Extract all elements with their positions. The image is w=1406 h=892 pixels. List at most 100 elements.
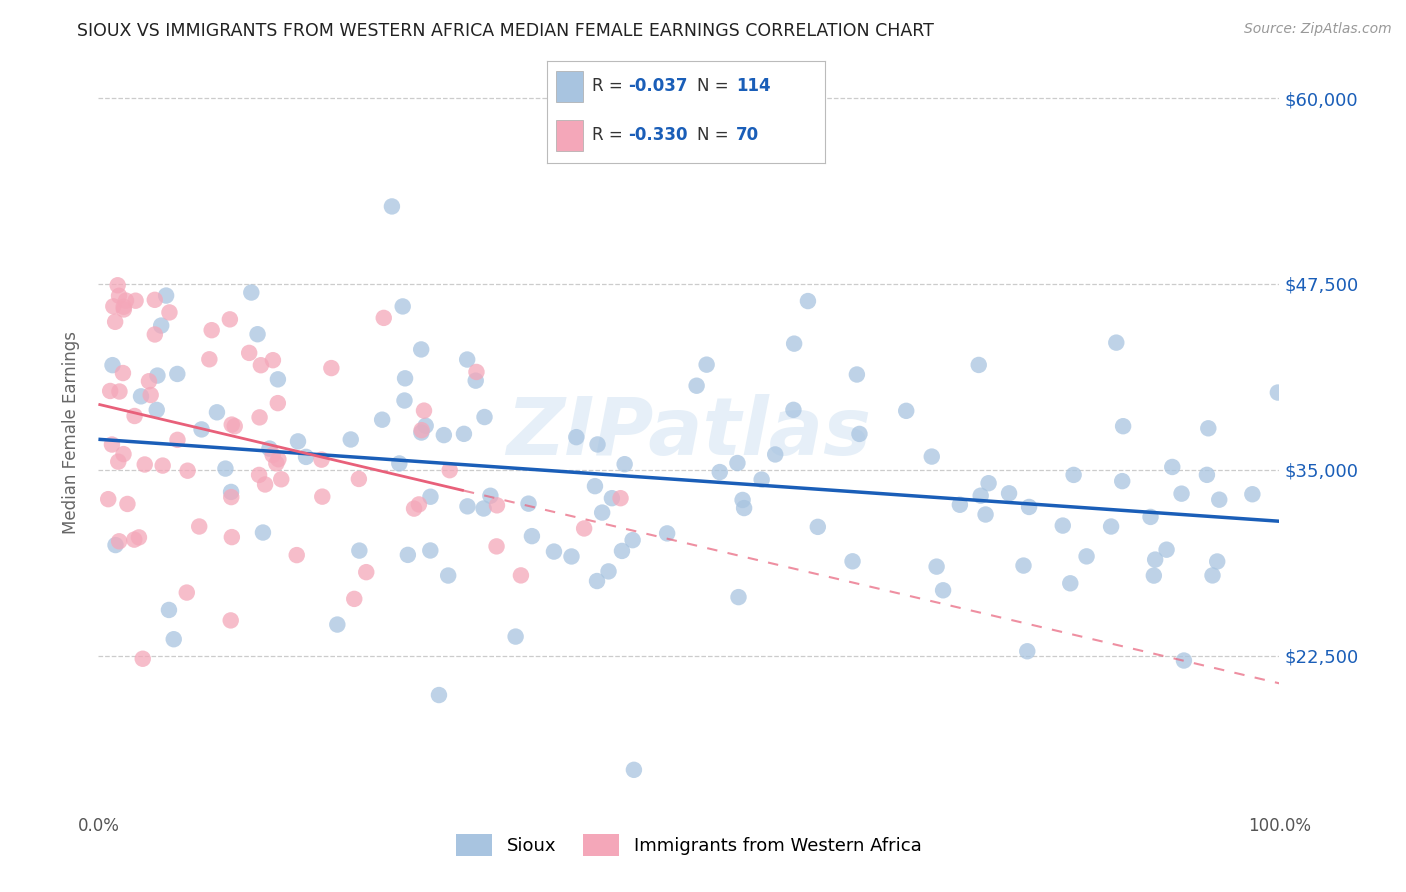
Point [419,490,441,504]
Point [150,318,173,333]
Point [520,529,543,543]
Point [921,450,943,464]
Point [107,455,129,469]
Point [600,491,623,506]
Point [623,763,645,777]
Point [221,417,243,432]
Point [572,521,595,535]
Point [751,473,773,487]
Point [1076,549,1098,564]
Point [517,497,540,511]
Point [143,293,166,307]
Point [411,423,433,437]
Point [163,632,186,647]
Point [343,591,366,606]
Point [267,396,290,410]
Point [388,457,411,471]
Point [112,302,135,317]
Point [394,371,416,385]
Point [270,472,292,486]
Point [394,393,416,408]
Point [731,492,754,507]
Point [1156,542,1178,557]
Point [349,543,371,558]
Point [254,477,277,491]
Text: SIOUX VS IMMIGRANTS FROM WESTERN AFRICA MEDIAN FEMALE EARNINGS CORRELATION CHART: SIOUX VS IMMIGRANTS FROM WESTERN AFRICA … [77,22,934,40]
Point [807,520,830,534]
Point [560,549,582,564]
Point [262,448,284,462]
Point [219,614,242,628]
Point [1052,518,1074,533]
Point [250,358,273,372]
Point [146,368,169,383]
Point [609,491,631,506]
Point [166,433,188,447]
Point [122,533,145,547]
Point [152,458,174,473]
Point [783,336,806,351]
Point [139,388,162,402]
Point [974,508,997,522]
Point [733,501,755,516]
Point [411,343,433,357]
Point [108,289,131,303]
Point [402,501,425,516]
Point [246,327,269,342]
Point [238,346,260,360]
Point [841,554,863,568]
Point [1063,467,1085,482]
Point [111,366,134,380]
Point [586,437,609,451]
Point [157,603,180,617]
Point [725,456,748,470]
Point [391,300,413,314]
Point [474,410,496,425]
Point [101,358,124,372]
Point [247,467,270,482]
Point [321,361,343,376]
Point [1018,500,1040,514]
Point [134,458,156,472]
Point [408,497,430,511]
Point [696,358,718,372]
Point [143,327,166,342]
Point [1012,558,1035,573]
Point [655,526,678,541]
Point [311,452,333,467]
Point [464,374,486,388]
Point [219,490,242,504]
Point [259,442,281,456]
Point [565,430,588,444]
Point [287,434,309,449]
Point [117,497,139,511]
Point [1208,492,1230,507]
Point [1017,644,1039,658]
Point [1201,568,1223,582]
Point [347,472,370,486]
Point [107,278,129,293]
Point [419,543,441,558]
Point [591,506,613,520]
Point [396,548,419,562]
Point [339,433,361,447]
Point [267,452,290,467]
Point [108,384,131,399]
Point [240,285,263,300]
Point [472,501,495,516]
Point [411,425,433,440]
Point [439,463,461,477]
Point [1059,576,1081,591]
Point [413,403,436,417]
Point [371,413,394,427]
Y-axis label: Median Female Earnings: Median Female Earnings [62,331,80,534]
Point [112,447,135,461]
Point [613,457,636,471]
Point [155,288,177,302]
Point [1170,486,1192,500]
Point [218,312,240,326]
Point [103,299,125,313]
Point [285,548,308,562]
Point [112,300,135,314]
Point [104,538,127,552]
